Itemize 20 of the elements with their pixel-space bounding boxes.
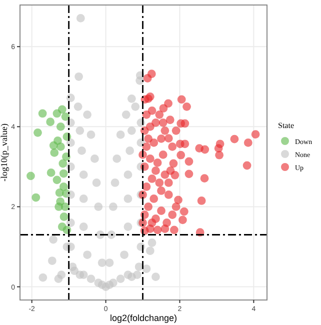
point (26, 172, 35, 180)
point (46, 118, 55, 126)
point (34, 128, 42, 137)
legend-title: State (278, 121, 294, 130)
point (58, 105, 66, 114)
point (56, 142, 65, 151)
point (61, 112, 70, 121)
point (32, 193, 40, 202)
point (46, 168, 56, 177)
point (59, 169, 68, 178)
point (60, 212, 68, 221)
point (54, 202, 64, 211)
point (50, 148, 59, 157)
y-axis-title: -log10(p_value) (0, 124, 9, 182)
point (52, 176, 62, 184)
point (56, 122, 65, 131)
point (38, 109, 47, 118)
x-axis-title: log2(foldchange) (110, 313, 178, 323)
point (59, 182, 68, 191)
point (58, 159, 68, 168)
